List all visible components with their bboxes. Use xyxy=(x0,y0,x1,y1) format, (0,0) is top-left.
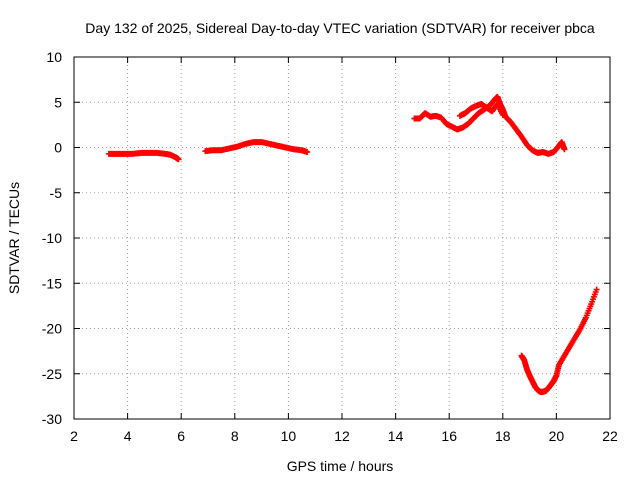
x-tick-label: 20 xyxy=(549,428,565,444)
x-tick-label: 12 xyxy=(334,428,350,444)
x-tick-label: 16 xyxy=(441,428,457,444)
series-segment-5 xyxy=(518,286,600,395)
x-tick-label: 6 xyxy=(177,428,185,444)
y-tick-label: -30 xyxy=(42,411,62,427)
chart-title: Day 132 of 2025, Sidereal Day-to-day VTE… xyxy=(85,20,595,36)
y-tick-label: -20 xyxy=(42,321,62,337)
x-axis-label: GPS time / hours xyxy=(287,458,394,474)
x-tick-label: 14 xyxy=(388,428,404,444)
data-series xyxy=(105,93,600,395)
x-tick-label: 22 xyxy=(602,428,618,444)
x-tick-label: 8 xyxy=(231,428,239,444)
data-point xyxy=(593,286,600,293)
y-axis-label: SDTVAR / TECUs xyxy=(6,182,22,294)
series-segment-1 xyxy=(105,149,182,163)
data-point xyxy=(304,149,311,156)
series-segment-4 xyxy=(456,101,506,119)
x-tick-label: 18 xyxy=(495,428,511,444)
y-tick-label: -10 xyxy=(42,230,62,246)
grid-lines xyxy=(74,57,610,419)
x-tick-label: 2 xyxy=(70,428,78,444)
x-tick-label: 4 xyxy=(124,428,132,444)
y-tick-label: -15 xyxy=(42,275,62,291)
y-tick-label: -25 xyxy=(42,366,62,382)
data-point xyxy=(175,156,182,163)
x-tick-label: 10 xyxy=(281,428,297,444)
axis-ticks: 2 4 6 8 10 12 14 16 18 20 22 -30 -25 -20 -15 -10 -5 0 5 10 xyxy=(42,49,618,444)
series-segment-2 xyxy=(202,139,311,156)
data-point xyxy=(561,146,568,153)
y-tick-label: 5 xyxy=(54,94,62,110)
y-tick-label: 0 xyxy=(54,140,62,156)
data-point xyxy=(499,111,506,118)
y-tick-label: -5 xyxy=(50,185,63,201)
y-tick-label: 10 xyxy=(46,49,62,65)
